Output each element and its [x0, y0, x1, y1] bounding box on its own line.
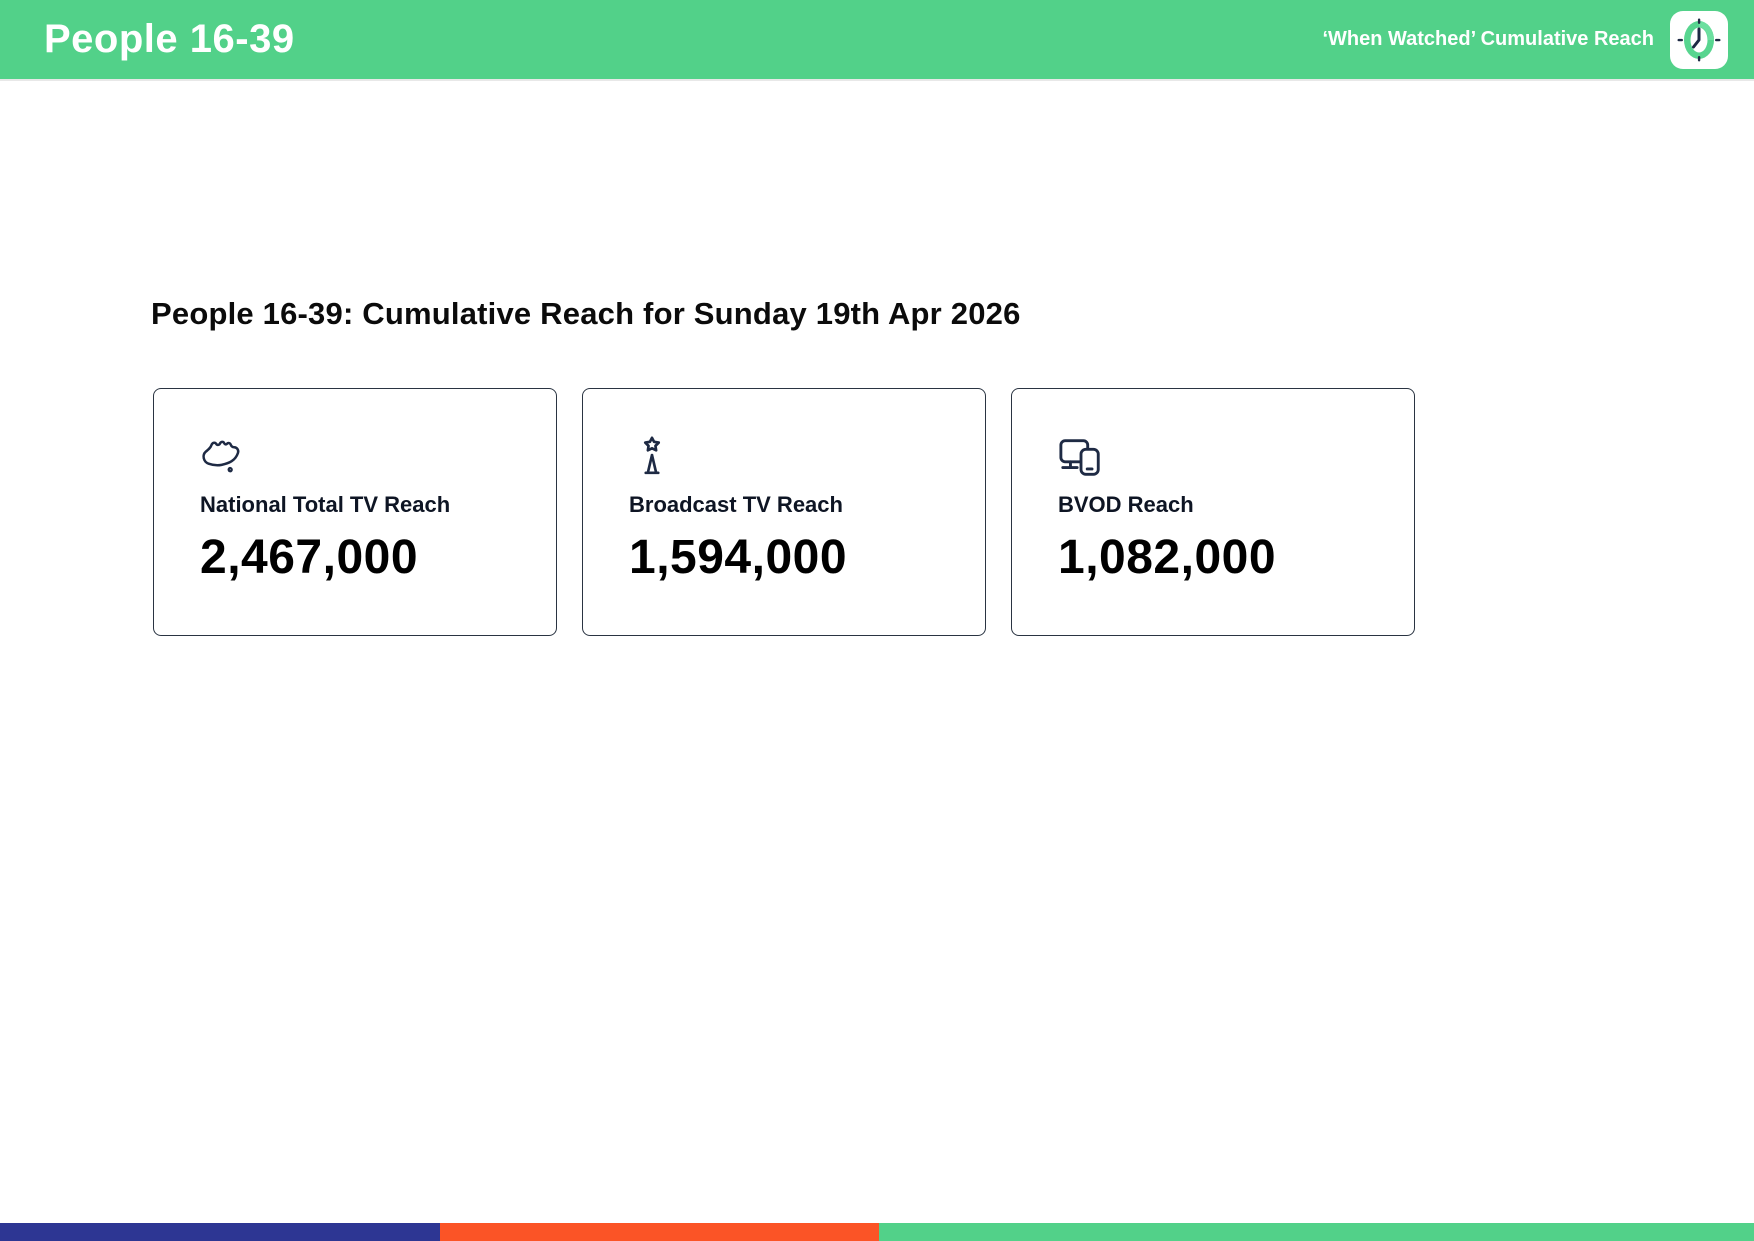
header-bar: People 16-39 ‘When Watched’ Cumulative R… [0, 0, 1754, 81]
card-label: Broadcast TV Reach [629, 492, 843, 517]
card-value: 1,082,000 [1058, 531, 1277, 584]
bvod-reach-card: BVOD Reach 1,082,000 [1011, 388, 1415, 636]
national-total-tv-reach-card: National Total TV Reach 2,467,000 [153, 388, 557, 636]
metric-cards-row: National Total TV Reach 2,467,000 Broadc… [153, 388, 1415, 636]
broadcast-tv-reach-card: Broadcast TV Reach 1,594,000 [582, 388, 986, 636]
broadcast-tower-icon [629, 435, 965, 479]
report-heading: People 16-39: Cumulative Reach for Sunda… [151, 296, 1021, 331]
card-value: 1,594,000 [629, 531, 848, 584]
footer-color-bar [0, 1223, 1754, 1241]
card-label: National Total TV Reach [200, 492, 451, 517]
footer-orange-segment [440, 1223, 879, 1241]
footer-green-segment [878, 1223, 1754, 1241]
header-subtitle: ‘When Watched’ Cumulative Reach [1322, 28, 1654, 50]
australia-map-icon [200, 435, 536, 479]
card-value: 2,467,000 [200, 531, 419, 584]
footer-blue-segment [0, 1223, 441, 1241]
clock-icon [1670, 10, 1728, 69]
card-label: BVOD Reach [1058, 492, 1194, 517]
page-title: People 16-39 [44, 17, 295, 61]
header-right: ‘When Watched’ Cumulative Reach [1322, 10, 1728, 69]
devices-icon [1058, 435, 1394, 479]
